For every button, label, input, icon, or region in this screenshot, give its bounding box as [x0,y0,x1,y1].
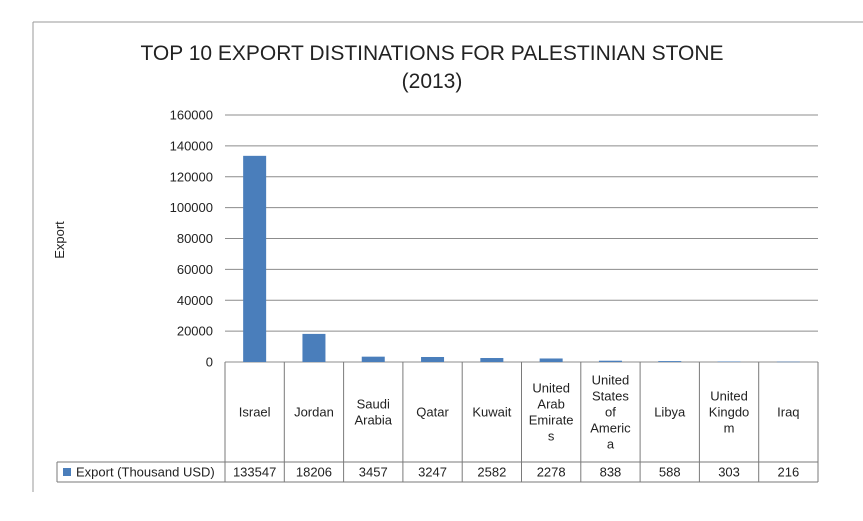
y-tick-label: 80000 [177,231,213,246]
y-tick-label: 40000 [177,293,213,308]
data-value-label: 2278 [537,465,566,480]
data-value-label: 2582 [477,465,506,480]
category-label: Kuwait [472,405,511,420]
category-label-line: Israel [239,405,271,420]
category-label-line: Saudi [357,397,390,412]
category-label-line: Americ [590,421,631,436]
data-value-label: 18206 [296,465,332,480]
data-value-label: 216 [777,465,799,480]
bar-9 [776,361,800,363]
data-value-label: 3457 [359,465,388,480]
category-label: Libya [654,405,686,420]
category-label-line: Qatar [416,405,449,420]
category-label-line: Jordan [294,405,334,420]
bars [243,155,800,363]
y-tick-label: 20000 [177,324,213,339]
chart-title: TOP 10 EXPORT DISTINATIONS FOR PALESTINI… [140,42,723,65]
category-label-line: Kingdo [709,405,749,420]
bar-8 [717,361,741,363]
category-label-line: United [710,389,748,404]
category-label-line: States [592,389,629,404]
category-label: Iraq [777,405,799,420]
legend-label: Export (Thousand USD) [76,465,215,480]
bar-0 [243,155,267,362]
category-label-line: a [607,437,615,452]
category-label: Qatar [416,405,449,420]
category-label: Jordan [294,405,334,420]
category-label-line: Kuwait [472,405,511,420]
legend-key [63,468,71,476]
category-label-line: United [592,373,630,388]
y-tick-label: 140000 [170,138,213,153]
bar-1 [302,333,326,362]
data-table: Israel Jordan Saudi Arabia Qatar Kuwait United… [56,362,819,483]
category-label-line: Arabia [354,413,392,428]
data-value-label: 588 [659,465,681,480]
category-label-line: United [532,381,570,396]
category-label: United Kingdo m [709,389,749,436]
category-label: Saudi Arabia [354,397,392,428]
category-label-line: Libya [654,405,686,420]
bar-5 [539,358,563,362]
y-tick-labels: 160000 140000 120000 100000 80000 60000 40000 2… [170,108,213,370]
y-tick-label: 120000 [170,169,213,184]
bar-3 [421,356,445,362]
category-label-line: s [548,429,555,444]
category-label-line: Iraq [777,405,799,420]
bar-2 [361,356,385,362]
y-axis-label: Export [52,221,67,259]
bar-7 [658,361,682,362]
gridlines [225,114,818,363]
category-label-line: of [605,405,616,420]
y-tick-label: 100000 [170,200,213,215]
data-value-label: 3247 [418,465,447,480]
category-label-line: Emirate [529,413,574,428]
category-label: United Arab Emirate s [529,381,574,444]
y-tick-label: 60000 [177,262,213,277]
chart-border [32,21,863,492]
category-label: United States of Americ a [590,373,631,452]
y-tick-label: 0 [206,355,213,370]
data-value-label: 133547 [233,465,276,480]
data-value-label: 838 [600,465,622,480]
bar-6 [598,360,622,362]
category-label-line: Arab [537,397,564,412]
chart-subtitle: (2013) [402,70,463,93]
data-value-label: 303 [718,465,740,480]
bar-4 [480,358,504,362]
category-label-line: m [724,421,735,436]
y-tick-label: 160000 [170,108,213,123]
category-label: Israel [239,405,271,420]
